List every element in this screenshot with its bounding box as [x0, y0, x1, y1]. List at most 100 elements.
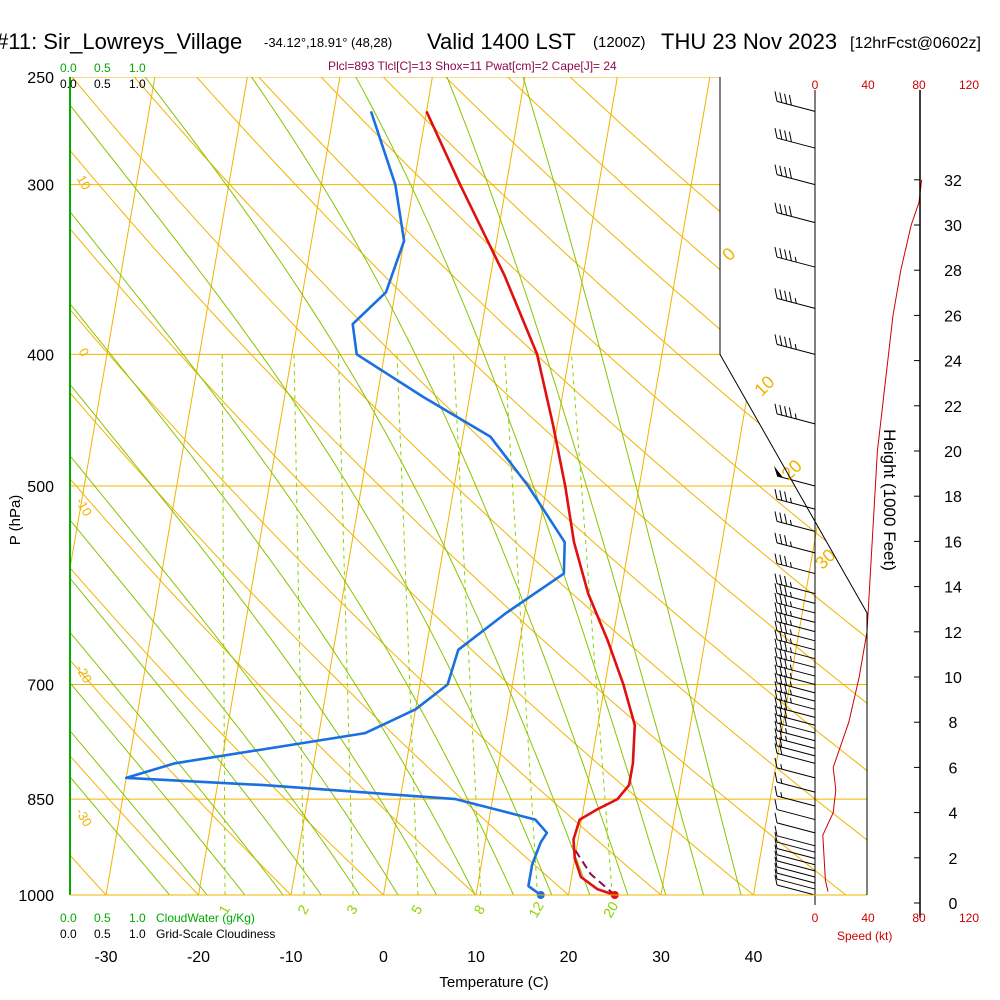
- moist-adiabat: [436, 77, 712, 895]
- dry-adiabat: [70, 77, 227, 895]
- barb-half-flag: [789, 647, 792, 653]
- speed-tick-top-1: 40: [861, 78, 875, 92]
- forecast-date: THU 23 Nov 2023: [661, 29, 837, 54]
- height-tick-label: 16: [944, 534, 962, 551]
- wind-barb: [774, 664, 816, 686]
- mixing-ratio-line: [293, 354, 305, 895]
- isotherm-line: [70, 77, 156, 895]
- barb-flag: [779, 554, 783, 565]
- pressure-tick-label: 400: [27, 347, 54, 364]
- barb-staff: [776, 848, 816, 859]
- barb-staff: [776, 611, 816, 623]
- barb-flag: [779, 621, 783, 633]
- barb-staff: [776, 602, 816, 614]
- barb-staff: [776, 137, 816, 149]
- barb-staff: [776, 698, 816, 710]
- barb-flag: [774, 832, 778, 843]
- barb-half-flag: [794, 413, 797, 419]
- barb-half-flag: [789, 541, 792, 547]
- barb-flag: [779, 248, 783, 259]
- barb-staff: [776, 737, 816, 749]
- barb-staff: [776, 563, 816, 575]
- background-lines: [70, 77, 867, 895]
- wind-barb: [774, 246, 816, 268]
- mixing-ratio-line: [504, 354, 538, 895]
- barb-flag: [788, 168, 792, 179]
- wind-barb: [774, 772, 816, 793]
- mixing-ratio-label: 3: [343, 902, 361, 917]
- barb-flag: [774, 757, 778, 768]
- wind-barb: [774, 489, 816, 510]
- barb-staff: [776, 297, 816, 309]
- station-coords: -34.12°,18.91° (48,28): [264, 35, 392, 50]
- barb-flag: [774, 611, 778, 622]
- temperature-tick-label: 0: [379, 949, 388, 966]
- moist-adiabat: [70, 77, 490, 895]
- dry-adiabat: [421, 77, 867, 895]
- speed-panel: [814, 90, 923, 905]
- barb-flag: [774, 825, 778, 836]
- axes: 1 2 3 5 8 12 20100-10-20-300102030250300400500…: [18, 70, 962, 966]
- speed-tick-bottom-3: 120: [959, 911, 979, 925]
- barb-half-flag: [789, 629, 792, 635]
- barb-flag: [784, 640, 788, 652]
- height-tick-label: 26: [944, 308, 962, 325]
- barb-staff: [776, 100, 816, 112]
- barb-staff: [776, 878, 816, 890]
- barb-staff: [776, 860, 816, 872]
- barb-half-flag: [789, 591, 792, 598]
- parcel-curve: [571, 845, 616, 896]
- barb-flag: [784, 249, 788, 260]
- height-tick-label: 30: [944, 218, 962, 235]
- barb-flag: [779, 165, 783, 176]
- barb-staff: [776, 822, 816, 834]
- barb-flag: [774, 712, 778, 724]
- barb-staff: [776, 752, 816, 764]
- height-tick-label: 0: [949, 896, 958, 913]
- barb-flag: [774, 844, 778, 855]
- barb-flag: [779, 657, 783, 668]
- barb-staff: [776, 884, 816, 896]
- wind-barb: [774, 838, 816, 859]
- barb-staff: [776, 542, 816, 554]
- barb-flag: [774, 532, 778, 543]
- dry-adiabat: [70, 77, 321, 895]
- barb-flag: [784, 513, 788, 524]
- moist-adiabat: [234, 77, 638, 895]
- barb-staff: [776, 714, 816, 726]
- moist-adiabat: [515, 77, 749, 895]
- barb-flag: [779, 404, 783, 416]
- mixing-ratio-label: 12: [525, 899, 547, 921]
- wind-barb: [774, 832, 816, 853]
- barb-flag: [774, 91, 778, 102]
- barb-flag: [774, 728, 778, 739]
- wind-barb: [774, 164, 816, 186]
- barb-flag: [774, 655, 778, 667]
- barb-flag: [784, 658, 788, 669]
- temperature-tick-label: 40: [745, 949, 763, 966]
- cloudiness-scale-bottom-0: 0.0: [60, 927, 77, 941]
- barb-flag: [774, 868, 778, 880]
- speed-axis-label: Speed (kt): [837, 929, 892, 943]
- isotherm-line: [105, 77, 248, 895]
- barb-flag: [779, 289, 783, 300]
- barb-staff: [776, 866, 816, 878]
- wind-barb: [774, 202, 816, 224]
- barb-staff: [776, 256, 816, 268]
- barb-half-flag: [780, 778, 783, 784]
- barb-flag: [779, 648, 783, 659]
- cloudiness-scale-top-2: 1.0: [129, 77, 146, 91]
- wind-barb: [774, 874, 816, 896]
- barb-staff: [776, 706, 816, 718]
- barb-flag: [779, 335, 783, 346]
- wind-barb: [774, 785, 816, 807]
- wind-barb: [774, 720, 816, 742]
- barb-flag: [779, 490, 783, 501]
- barb-half-flag: [789, 655, 792, 662]
- barb-flag: [779, 574, 783, 585]
- wind-barb: [774, 127, 816, 149]
- barb-flag: [784, 204, 788, 216]
- wind-barb: [774, 334, 816, 355]
- barb-flag: [774, 573, 778, 584]
- barb-flag: [779, 639, 783, 650]
